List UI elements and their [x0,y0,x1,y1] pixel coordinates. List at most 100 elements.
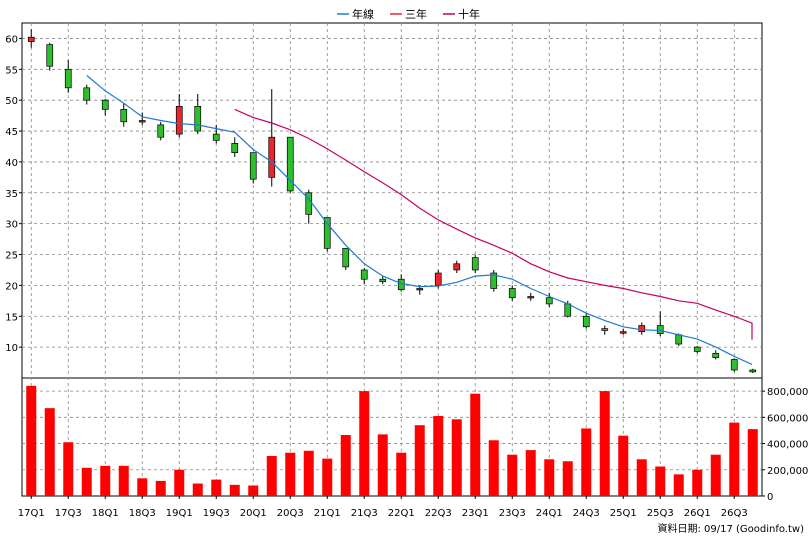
volume-bar [729,422,740,496]
volume-bar [81,467,92,496]
volume-bar [303,450,314,496]
volume-bar [377,434,388,496]
candle-body [508,288,516,299]
candle-body [416,288,424,291]
price-tick-label: 40 [5,158,18,169]
volume-bar [544,459,555,496]
volume-bar [266,456,277,496]
candle-body [249,152,257,180]
volume-bar [507,454,518,496]
volume-tick-label: 800,000 [767,387,808,398]
x-tick-label: 17Q3 [55,508,82,519]
volume-bar [359,391,370,496]
candle-body [638,325,646,333]
x-tick-label: 22Q1 [388,508,415,519]
x-tick-label: 25Q1 [610,508,637,519]
volume-bar [562,461,573,496]
x-tick-label: 18Q1 [92,508,119,519]
volume-bar [433,416,444,496]
volume-bar [525,450,536,496]
candle-body [601,328,609,331]
x-tick-label: 26Q1 [684,508,711,519]
volume-bars [26,385,758,496]
candle-body [157,124,165,138]
ma-lines [86,75,753,365]
volume-axis: 0 200,000 400,000 600,000 800,000 [762,387,808,503]
volume-bar [26,385,37,496]
volume-tick-label: 600,000 [767,413,808,424]
candle-body [231,143,239,154]
volume-bar [174,469,185,496]
volume-bar [44,408,55,496]
volume-bar [747,429,758,496]
candle-body [360,269,368,280]
price-tick-label: 45 [5,127,18,138]
volume-bar [229,484,240,496]
volume-bar [396,452,407,496]
candle-body [656,325,664,334]
price-gridlines [22,38,762,348]
x-tick-label: 23Q3 [499,508,526,519]
candle-body [83,87,91,101]
candle-body [64,68,72,89]
price-tick-label: 60 [5,34,18,45]
volume-bar [322,458,333,496]
candle-body [545,297,553,305]
candle-body [397,278,405,291]
candles [27,29,757,374]
x-gridlines [30,23,735,496]
x-axis: 17Q1 17Q3 18Q1 18Q3 19Q1 19Q3 20Q1 20Q3 21Q1 21Q3… [18,496,748,519]
candle-body [379,278,387,283]
candle-body [175,105,183,135]
volume-bar [451,419,462,496]
x-tick-label: 26Q3 [721,508,748,519]
x-tick-label: 19Q1 [166,508,193,519]
candle-body [490,272,498,289]
volume-bar [100,465,111,496]
candle-body [730,359,738,371]
x-tick-label: 20Q3 [277,508,304,519]
price-tick-label: 35 [5,189,18,200]
legend-label: 三年 [405,7,427,21]
price-tick-label: 55 [5,65,18,76]
candle-body [120,109,128,123]
candle-body [27,36,35,42]
candle-body [471,257,479,271]
candle-body [453,263,461,271]
volume-bar [211,479,222,496]
volume-bar [137,478,148,496]
candle-body [268,136,276,178]
volume-bar [414,425,425,496]
volume-bar [692,469,703,496]
candle-body [212,133,220,141]
price-tick-label: 10 [5,343,18,354]
volume-bar [470,393,481,496]
candle-body [712,352,720,358]
x-tick-label: 24Q3 [573,508,600,519]
volume-gridlines [22,390,762,471]
x-tick-label: 20Q1 [240,508,267,519]
candle-body [564,303,572,317]
candle-body [194,105,202,132]
candle-body [323,217,331,249]
x-tick-label: 19Q3 [203,508,230,519]
price-tick-label: 15 [5,312,18,323]
volume-bar [618,435,629,496]
volume-bar [248,485,259,496]
x-tick-label: 21Q3 [351,508,378,519]
price-tick-label: 20 [5,281,18,292]
x-tick-label: 25Q3 [647,508,674,519]
volume-panel-frame [21,377,763,497]
legend-label: 年線 [352,7,374,21]
volume-bar [155,480,166,496]
x-tick-label: 21Q1 [314,508,341,519]
volume-bar [192,483,203,496]
volume-bar [118,465,129,496]
candle-body [749,369,757,373]
volume-bar [285,452,296,496]
x-tick-label: 22Q3 [425,508,452,519]
price-panel-frame [21,22,763,379]
volume-bar [581,428,592,496]
price-tick-label: 25 [5,251,18,262]
x-tick-label: 24Q1 [536,508,563,519]
